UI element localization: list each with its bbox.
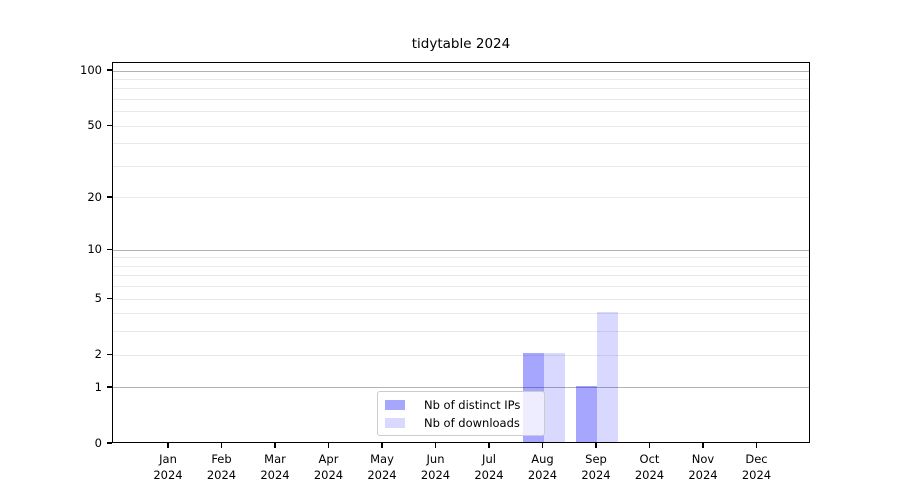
major-gridline-1: [113, 387, 809, 389]
y-tick-0: [107, 442, 112, 444]
x-tick-mar: [274, 443, 276, 448]
y-tick-100: [107, 69, 112, 71]
chart-title: tidytable 2024: [411, 36, 511, 52]
legend-label-downloads: Nb of downloads: [424, 415, 520, 430]
x-tick-label-apr: Apr 2024: [313, 452, 344, 482]
downloads-swatch: [385, 417, 405, 428]
minor-gridline-3: [113, 331, 809, 333]
minor-gridline-2: [113, 354, 809, 356]
major-gridline-100: [113, 70, 809, 72]
bar-aug-series-1: [543, 353, 565, 442]
x-tick-label-jul: Jul 2024: [474, 452, 504, 482]
y-tick-2: [107, 353, 112, 355]
minor-gridline-30: [113, 165, 809, 167]
y-tick-50: [107, 124, 112, 126]
minor-gridline-90: [113, 78, 809, 80]
y-tick-10: [107, 248, 112, 250]
minor-gridline-7: [113, 275, 809, 277]
x-tick-oct: [648, 443, 651, 448]
x-tick-label-sep: Sep 2024: [581, 452, 611, 482]
x-tick-nov: [702, 443, 704, 448]
bar-sep-series-1: [597, 311, 618, 442]
x-tick-label-aug: Aug 2024: [527, 452, 558, 482]
major-gridline-10: [113, 249, 809, 251]
x-tick-sep: [595, 443, 597, 448]
x-tick-dec: [755, 443, 758, 448]
minor-gridline-5: [113, 298, 809, 300]
x-tick-label-jun: Jun 2024: [420, 452, 451, 482]
x-tick-feb: [220, 443, 223, 448]
y-tick-20: [107, 196, 112, 198]
x-tick-jan: [167, 443, 169, 448]
x-tick-label-jan: Jan 2024: [153, 452, 183, 482]
y-tick-label-2: 2: [94, 347, 102, 362]
x-tick-label-dec: Dec 2024: [741, 452, 772, 482]
distinct-ips-swatch: [385, 399, 405, 410]
minor-gridline-9: [113, 257, 809, 259]
legend-item-distinct-ips: Nb of distinct IPs: [378, 398, 544, 412]
minor-gridline-8: [113, 265, 809, 267]
y-tick-label-1: 1: [94, 379, 102, 394]
y-tick-label-10: 10: [87, 242, 102, 257]
grid-layer: [113, 63, 809, 442]
minor-gridline-20: [113, 197, 809, 199]
x-tick-aug: [541, 443, 544, 448]
y-tick-label-50: 50: [87, 118, 102, 133]
minor-gridline-80: [113, 88, 809, 90]
x-tick-label-oct: Oct 2024: [634, 452, 665, 482]
y-tick-label-0: 0: [94, 436, 102, 450]
x-tick-jun: [434, 443, 437, 448]
x-tick-label-may: May 2024: [367, 452, 397, 482]
minor-gridline-70: [113, 98, 809, 100]
bar-layer: [113, 63, 809, 442]
x-tick-label-feb: Feb 2024: [206, 452, 237, 482]
minor-gridline-6: [113, 286, 809, 288]
legend: Nb of distinct IPs Nb of downloads: [377, 391, 545, 436]
x-tick-label-nov: Nov 2024: [688, 452, 718, 482]
y-tick-1: [107, 386, 112, 388]
x-tick-jul: [488, 443, 490, 448]
legend-label-distinct-ips: Nb of distinct IPs: [424, 397, 521, 412]
x-tick-apr: [327, 443, 330, 448]
legend-item-downloads: Nb of downloads: [378, 416, 544, 430]
plot-area: [112, 62, 810, 443]
y-tick-label-100: 100: [80, 63, 102, 77]
minor-gridline-40: [113, 143, 809, 145]
minor-gridline-4: [113, 313, 809, 315]
y-tick-label-5: 5: [94, 291, 102, 306]
x-tick-label-mar: Mar 2024: [260, 452, 290, 482]
x-tick-may: [381, 443, 383, 448]
minor-gridline-60: [113, 111, 809, 113]
y-tick-5: [107, 297, 112, 299]
minor-gridline-50: [113, 125, 809, 127]
y-tick-label-20: 20: [87, 189, 102, 204]
bar-sep-series-0: [576, 385, 597, 442]
